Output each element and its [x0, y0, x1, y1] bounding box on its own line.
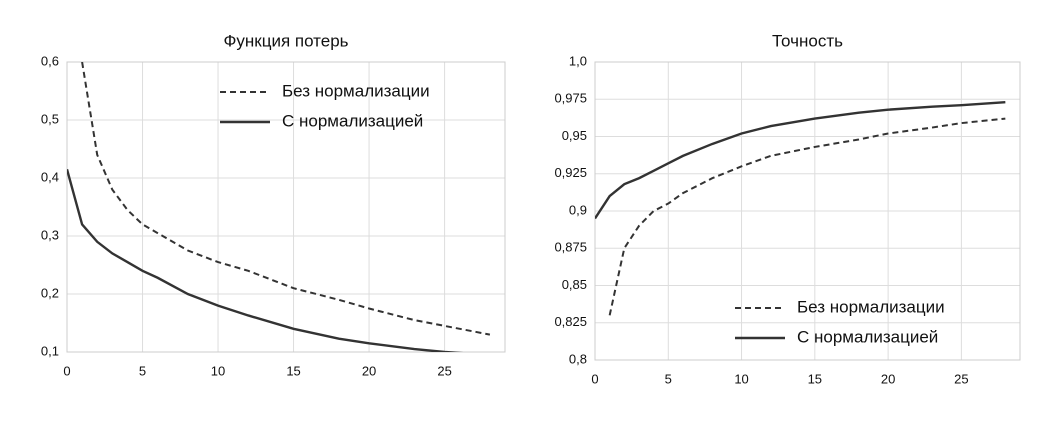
- chart-panel: 0,8 0,825 0,85 0,875 0,9 0,925 0,95 0,975 1,0 0 5 1…: [554, 31, 1021, 386]
- series-line: [595, 101, 1006, 220]
- y-tick-label: 0,85: [562, 277, 587, 292]
- legend-label: Без нормализации: [282, 81, 430, 100]
- x-tick-label: 0: [63, 363, 70, 378]
- y-tick-label: 0,6: [41, 53, 59, 68]
- chart-title: Функция потерь: [223, 31, 348, 50]
- x-tick-label: 0: [591, 371, 598, 386]
- y-tick-label: 0,9: [569, 202, 587, 217]
- y-tick-label: 0,925: [554, 165, 587, 180]
- y-tick-label: 0,5: [41, 111, 59, 126]
- y-tick-label: 0,8: [569, 351, 587, 366]
- x-tick-label: 25: [437, 363, 451, 378]
- y-tick-label: 0,95: [562, 128, 587, 143]
- legend-label: Без нормализации: [797, 297, 945, 316]
- series-line: [81, 62, 491, 336]
- chart-title: Точность: [772, 31, 843, 50]
- x-tick-label: 20: [881, 371, 895, 386]
- y-tick-label: 0,3: [41, 227, 59, 242]
- chart-panel: 0,1 0,2 0,3 0,4 0,5 0,6 0 5 10 15 20 25 Функция поте…: [41, 31, 506, 378]
- y-tick-label: 0,875: [554, 240, 587, 255]
- x-tick-label: 15: [286, 363, 300, 378]
- legend-label: С нормализацией: [797, 327, 938, 346]
- x-tick-label: 15: [808, 371, 822, 386]
- x-tick-label: 5: [665, 371, 672, 386]
- y-tick-label: 1,0: [569, 53, 587, 68]
- y-tick-label: 0,825: [554, 314, 587, 329]
- x-tick-label: 20: [362, 363, 376, 378]
- y-tick-label: 0,1: [41, 343, 59, 358]
- plot-frame: [594, 61, 1021, 361]
- series-line: [608, 117, 1006, 316]
- y-tick-label: 0,4: [41, 169, 59, 184]
- x-tick-label: 10: [211, 363, 225, 378]
- y-tick-label: 0,2: [41, 285, 59, 300]
- plot-frame: [66, 61, 506, 353]
- y-tick-label: 0,975: [554, 91, 587, 106]
- x-tick-label: 25: [954, 371, 968, 386]
- x-tick-label: 10: [734, 371, 748, 386]
- series-line: [67, 168, 464, 352]
- legend-label: С нормализацией: [282, 111, 423, 130]
- x-tick-label: 5: [139, 363, 146, 378]
